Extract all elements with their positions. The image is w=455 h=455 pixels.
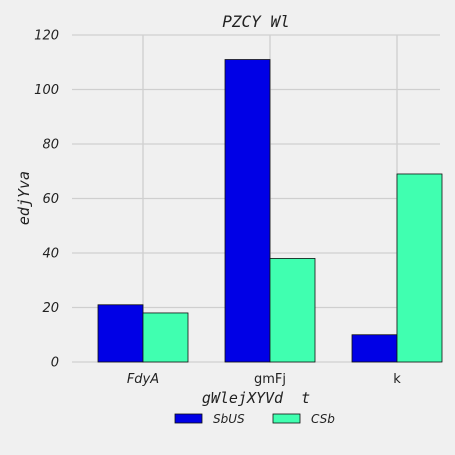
bar-SbUS-k	[351, 334, 398, 363]
y-tick-label: 20	[42, 301, 59, 316]
legend-label-SbUS: SbUS	[213, 412, 245, 426]
y-tick-label: 60	[42, 192, 59, 207]
x-axis-label: gWlejXYVd t	[202, 389, 310, 407]
y-tick-label: 100	[34, 83, 59, 98]
y-axis-label: edjYva	[15, 171, 33, 225]
legend-swatch-SbUS	[174, 413, 203, 424]
x-tick-label: FdyA	[127, 372, 159, 387]
bar-SbUS-FdyA	[97, 304, 144, 363]
y-tick-label: 40	[42, 247, 59, 262]
legend-swatch-CSb	[272, 413, 301, 424]
chart-title: PZCY Wl	[222, 12, 289, 31]
x-tick-label: k	[393, 372, 401, 387]
bar-CSb-FdyA	[142, 312, 189, 363]
bar-layer	[97, 59, 443, 363]
bar-SbUS-gmFj	[224, 59, 271, 363]
bar-CSb-gmFj	[269, 258, 316, 363]
y-tick-label: 120	[34, 29, 59, 44]
legend-label-CSb: CSb	[311, 412, 335, 426]
y-tick-label: 0	[51, 356, 59, 371]
tick-layer: 0 20 40 60 80 100 120 FdyA gmFj k	[34, 29, 401, 388]
legend: SbUS CSb	[174, 412, 335, 426]
x-tick-label: gmFj	[254, 372, 286, 387]
y-tick-label: 80	[42, 138, 59, 153]
bar-CSb-k	[396, 173, 443, 363]
